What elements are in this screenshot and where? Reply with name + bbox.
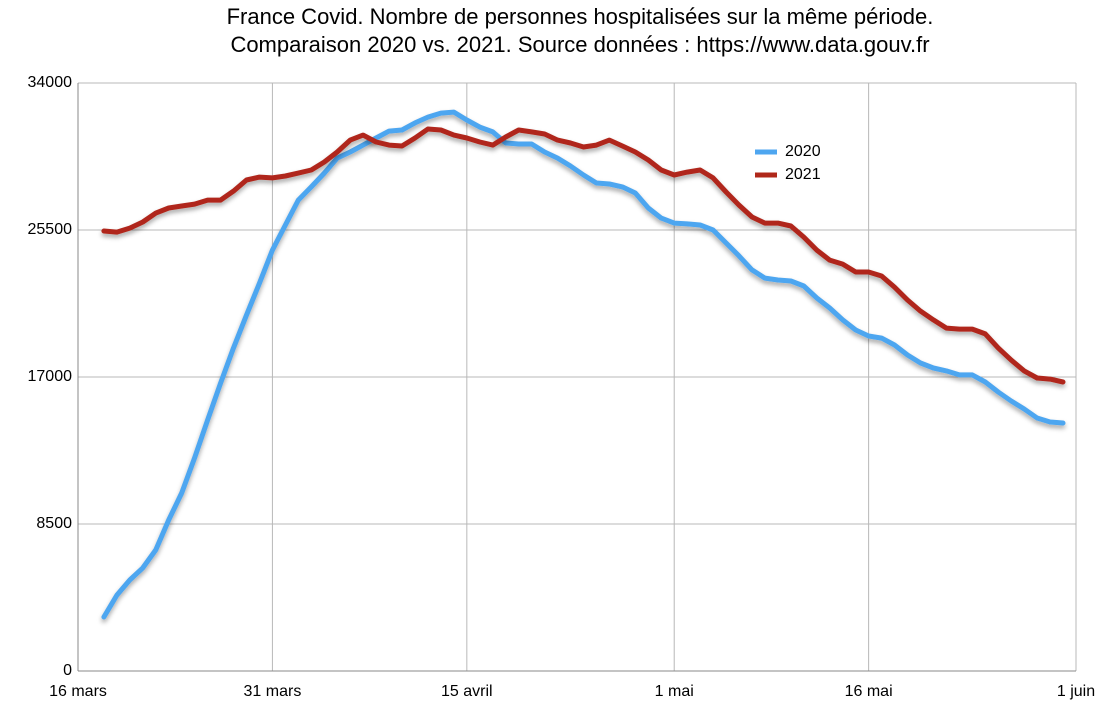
y-tick-label: 34000	[28, 74, 73, 91]
legend-label: 2021	[785, 166, 821, 183]
y-tick-label: 0	[63, 662, 72, 679]
chart-subtitle: Comparaison 2020 vs. 2021. Source donnée…	[230, 32, 929, 57]
x-tick-label: 15 avril	[441, 683, 493, 700]
x-tick-label: 1 mai	[655, 683, 694, 700]
x-tick-label: 16 mars	[49, 683, 107, 700]
y-tick-label: 8500	[36, 515, 72, 532]
line-series	[101, 109, 1066, 620]
x-tick-label: 31 mars	[244, 683, 302, 700]
x-tick-label: 1 juin	[1057, 683, 1095, 700]
legend-label: 2020	[785, 143, 821, 160]
y-tick-label: 25500	[28, 221, 73, 238]
line-series	[101, 126, 1066, 385]
y-tick-label: 17000	[28, 368, 73, 385]
x-tick-label: 16 mai	[845, 683, 893, 700]
chart-title: France Covid. Nombre de personnes hospit…	[227, 4, 934, 29]
